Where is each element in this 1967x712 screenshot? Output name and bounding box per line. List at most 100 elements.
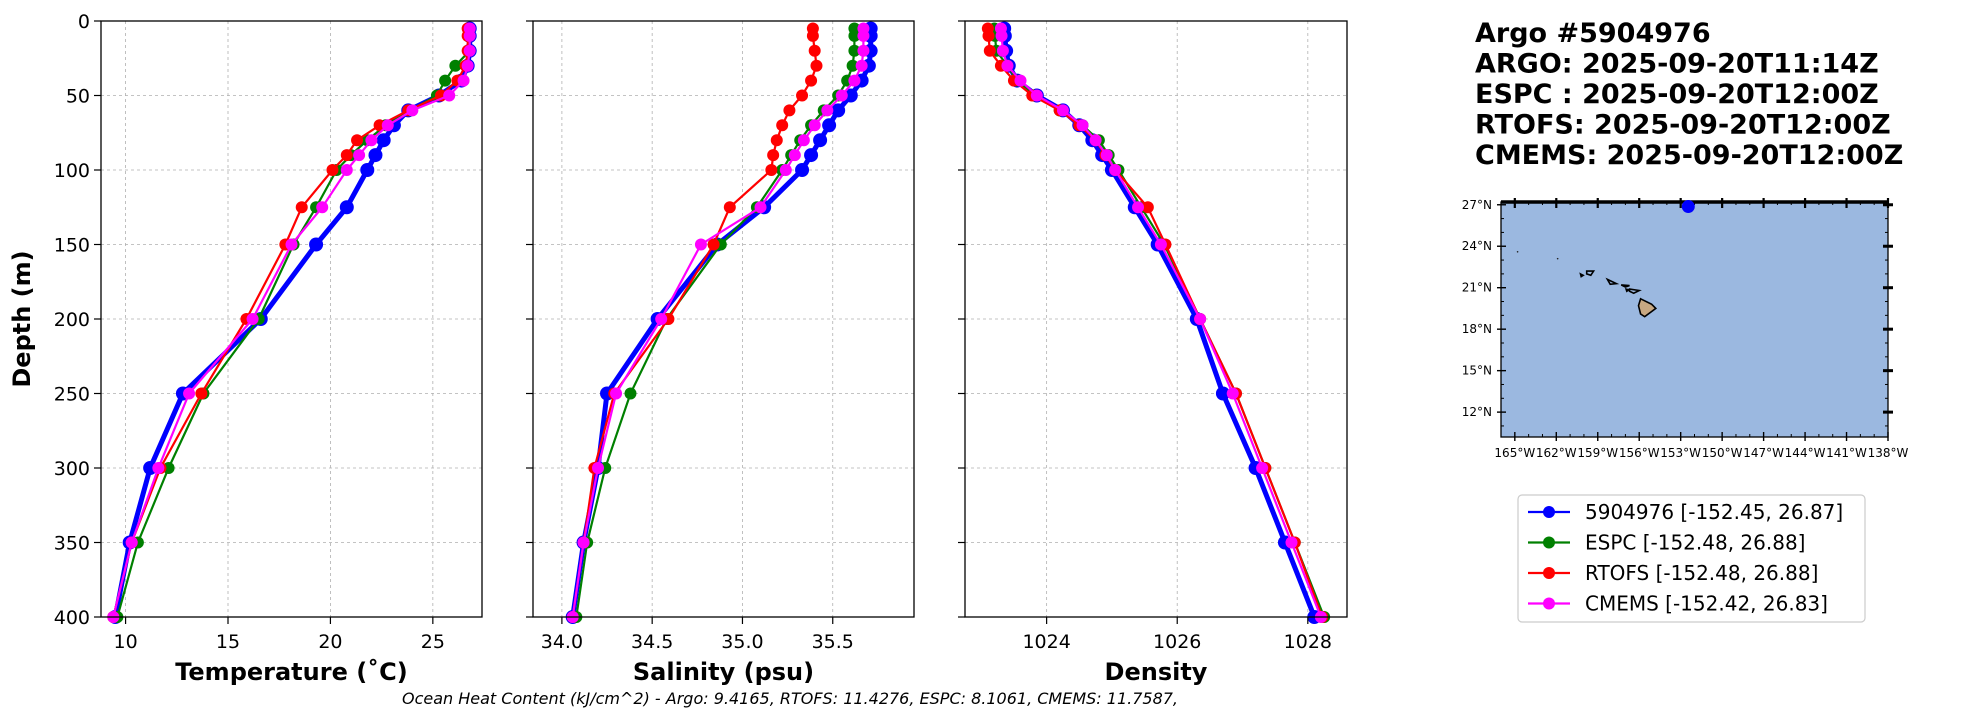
y-tick-label: 50 (66, 86, 90, 108)
data-point-cmems (995, 29, 1008, 42)
data-point-rtofs (796, 89, 809, 102)
data-point-cmems (1076, 119, 1089, 132)
y-tick-label: 350 (54, 533, 90, 555)
data-point-cmems (1132, 201, 1145, 214)
data-point-rtofs (351, 134, 364, 147)
series-espc (111, 22, 476, 623)
x-tick-label: 20 (318, 631, 342, 653)
axes-frame (100, 20, 483, 618)
data-point-espc (848, 29, 861, 42)
title-line: Argo #5904976 (1475, 18, 1711, 49)
data-point-cmems (353, 149, 366, 162)
title-line: CMEMS: 2025-09-20T12:00Z (1475, 140, 1903, 171)
data-point-argo (795, 163, 810, 177)
data-point-cmems (1056, 104, 1069, 117)
data-point-cmems (1256, 462, 1269, 474)
data-point-rtofs (770, 134, 783, 147)
map-island (1579, 272, 1585, 278)
data-point-cmems (246, 313, 259, 325)
map-lon-label: 138°W (1868, 446, 1909, 460)
data-point-cmems (183, 387, 196, 400)
legend-entry-rtofs: RTOFS [-152.48, 26.88] (1528, 561, 1818, 585)
data-point-cmems (1226, 387, 1239, 400)
map-island (1628, 288, 1642, 295)
x-tick-label: 35.5 (812, 631, 854, 653)
legend-marker (1543, 536, 1555, 549)
map-island (1605, 277, 1620, 286)
data-point-cmems (463, 44, 476, 57)
map-lat-label: 27°N (1462, 198, 1492, 212)
y-tick-label: 400 (54, 607, 90, 629)
data-point-cmems (857, 29, 870, 42)
data-point-cmems (855, 59, 868, 72)
map-lat-label: 12°N (1462, 405, 1492, 419)
ohc-footer: Ocean Heat Content (kJ/cm^2) - Argo: 9.4… (402, 689, 1178, 708)
map-islet (1516, 250, 1519, 253)
data-point-argo (804, 148, 819, 163)
legend-label: RTOFS [-152.48, 26.88] (1585, 561, 1818, 585)
data-point-cmems (1001, 59, 1014, 72)
data-point-cmems (381, 119, 394, 132)
data-point-argo (309, 237, 324, 252)
series-line-espc (116, 28, 471, 618)
data-point-cmems (857, 44, 870, 57)
data-point-cmems (779, 164, 792, 176)
data-point-rtofs (765, 164, 778, 176)
map-lat-label: 24°N (1462, 239, 1492, 253)
map-islet (1556, 257, 1559, 260)
data-point-cmems (797, 134, 810, 147)
map-lon-label: 147°W (1743, 446, 1784, 460)
data-point-rtofs (983, 44, 996, 57)
data-point-cmems (152, 462, 165, 474)
x-axis-label: Density (1105, 658, 1208, 686)
data-point-rtofs (195, 387, 208, 400)
series-rtofs (566, 22, 823, 623)
x-tick-label: 34.5 (631, 631, 673, 653)
map-lon-label: 141°W (1826, 446, 1867, 460)
data-point-cmems (365, 134, 378, 147)
x-tick-label: 1026 (1153, 631, 1201, 653)
series-line-espc (575, 28, 856, 618)
data-point-rtofs (723, 201, 736, 214)
x-tick-label: 35.0 (721, 631, 763, 653)
series-line-rtofs (112, 28, 469, 618)
legend-marker (1543, 597, 1555, 610)
map-lat-label: 18°N (1462, 322, 1492, 336)
data-point-cmems (1109, 164, 1122, 176)
data-point-espc (846, 59, 859, 72)
profile-panel-3: 1024 1026 1028 Density (958, 20, 1348, 686)
y-tick-label: 200 (54, 309, 90, 331)
data-point-cmems (1285, 536, 1298, 549)
data-point-espc (449, 59, 462, 72)
data-point-rtofs (806, 29, 819, 42)
data-point-argo (822, 118, 837, 133)
map-lon-label: 150°W (1702, 446, 1743, 460)
map-lat-label: 15°N (1462, 364, 1492, 378)
map-island (1637, 297, 1658, 318)
title-line: RTOFS: 2025-09-20T12:00Z (1475, 110, 1891, 141)
title-line: ESPC : 2025-09-20T12:00Z (1475, 79, 1879, 110)
data-point-cmems (316, 201, 329, 214)
data-point-cmems (1154, 238, 1167, 251)
series-line-espc (993, 28, 1326, 618)
y-tick-label: 250 (54, 384, 90, 406)
data-point-cmems (996, 44, 1009, 57)
legend-label: CMEMS [-152.42, 26.83] (1585, 592, 1828, 616)
data-point-rtofs (808, 44, 821, 57)
series-line-argo (112, 28, 473, 618)
data-point-rtofs (295, 201, 308, 214)
data-point-cmems (655, 313, 668, 325)
data-point-cmems (808, 119, 821, 132)
data-point-espc (848, 44, 861, 57)
legend-box (1517, 494, 1866, 623)
data-point-argo (368, 148, 383, 163)
map-lon-label: 159°W (1577, 446, 1618, 460)
y-tick-label: 150 (54, 235, 90, 257)
data-point-rtofs (776, 119, 789, 132)
y-tick-label: 0 (78, 11, 90, 33)
series-rtofs (981, 22, 1329, 623)
data-point-rtofs (805, 74, 818, 87)
y-tick-label: 300 (54, 458, 90, 480)
series-cmems (107, 22, 476, 623)
